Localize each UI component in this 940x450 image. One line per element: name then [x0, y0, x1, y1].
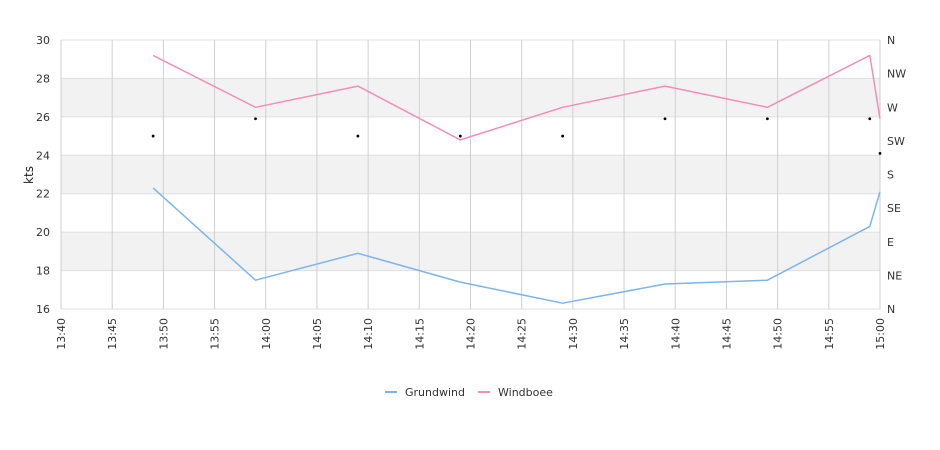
x-tick-label: 13:55	[209, 318, 222, 350]
y-tick-label: 18	[36, 265, 50, 278]
x-tick-label: 14:55	[823, 318, 836, 350]
x-tick-label: 14:30	[567, 318, 580, 350]
y-tick-label: 24	[36, 149, 50, 162]
direction-marker	[765, 117, 769, 121]
direction-tick-label: W	[887, 101, 898, 114]
x-tick-label: 14:45	[720, 318, 733, 350]
direction-tick-label: E	[887, 236, 894, 249]
legend-label-windboee: Windboee	[498, 386, 553, 399]
x-tick-label: 14:05	[311, 318, 324, 350]
direction-marker	[458, 134, 462, 138]
direction-marker	[878, 151, 882, 155]
direction-tick-label: N	[887, 34, 895, 47]
x-axis-ticks: 13:40 13:45 13:50 13:55 14:00 14:05 14:10 14:15…	[55, 318, 887, 350]
x-tick-label: 13:50	[157, 318, 170, 350]
series-line-windboee[interactable]	[152, 54, 881, 141]
direction-tick-label: NE	[887, 269, 902, 282]
direction-marker	[151, 134, 155, 138]
series-lines	[152, 54, 881, 304]
direction-marker	[356, 134, 360, 138]
legend-item-windboee[interactable]: Windboee	[478, 386, 553, 399]
x-tick-label: 14:40	[669, 318, 682, 350]
direction-markers	[151, 117, 882, 155]
x-tick-label: 14:50	[772, 318, 785, 350]
x-tick-label: 14:10	[362, 318, 375, 350]
y-tick-label: 30	[36, 34, 50, 47]
direction-marker	[254, 117, 257, 121]
y-tick-label: 28	[36, 72, 50, 85]
x-tick-label: 15:00	[874, 318, 887, 350]
legend-item-grundwind[interactable]: Grundwind	[385, 386, 465, 399]
direction-axis-ticks: N NE E SE S SW W NW N	[887, 34, 906, 316]
x-tick-label: 14:35	[618, 318, 631, 350]
y-tick-label: 20	[36, 226, 50, 239]
x-tick-label: 13:40	[55, 318, 68, 350]
x-tick-label: 14:25	[516, 318, 529, 350]
x-tick-label: 14:15	[413, 318, 426, 350]
direction-tick-label: SW	[887, 135, 905, 148]
direction-marker	[663, 117, 667, 121]
x-tick-label: 14:00	[260, 318, 273, 350]
y-tick-label: 16	[36, 303, 50, 316]
direction-marker	[561, 134, 565, 138]
legend: Grundwind Windboee	[385, 386, 553, 399]
x-tick-label: 14:20	[465, 318, 478, 350]
direction-tick-label: N	[887, 303, 895, 316]
direction-tick-label: SE	[887, 202, 901, 215]
y-axis-ticks: 16 18 20 22 24 26 28 30	[36, 34, 50, 316]
x-tick-label: 13:45	[106, 318, 119, 350]
y-tick-label: 26	[36, 111, 50, 124]
direction-tick-label: S	[887, 169, 894, 182]
legend-label-grundwind: Grundwind	[405, 386, 465, 399]
y-axis-title: kts	[22, 166, 36, 184]
direction-marker	[868, 117, 872, 121]
direction-tick-label: NW	[887, 68, 906, 81]
series-line-grundwind[interactable]	[152, 187, 881, 304]
y-tick-label: 22	[36, 188, 50, 201]
